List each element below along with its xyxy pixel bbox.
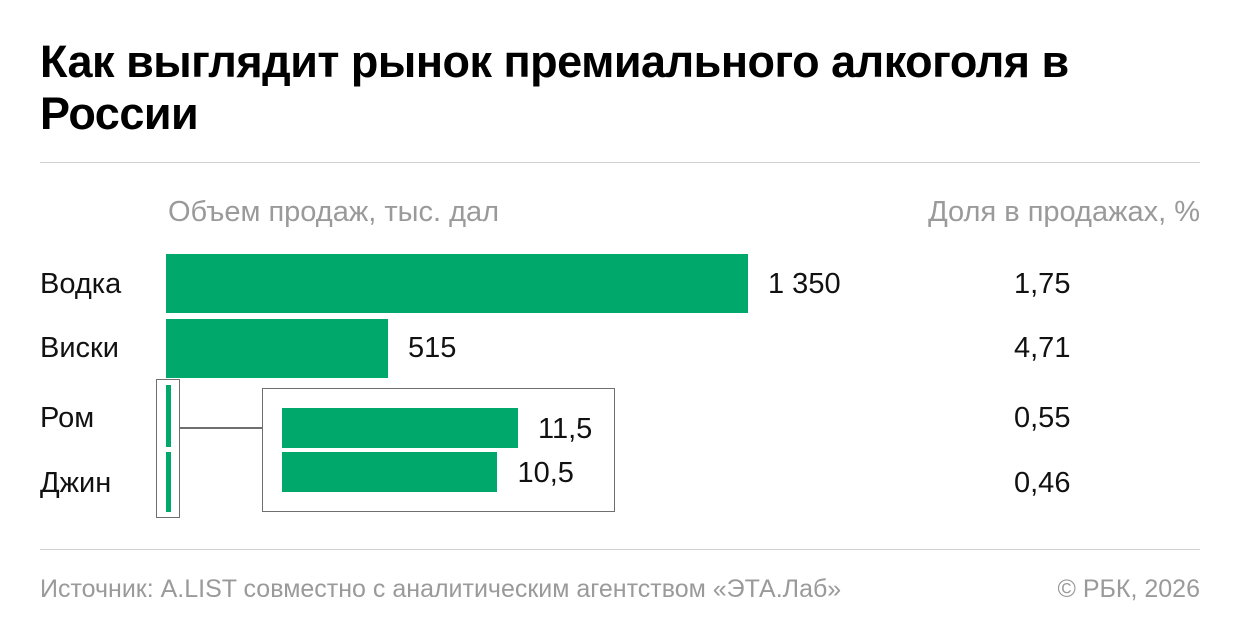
inset-bar-gin — [282, 452, 498, 492]
inset-value-label-rum: 11,5 — [538, 413, 593, 445]
inset-connector-line — [180, 427, 263, 429]
share-value-vodka: 1,75 — [1014, 268, 1071, 300]
category-label-whisky: Виски — [40, 332, 119, 364]
value-label-vodka: 1 350 — [768, 268, 841, 300]
volume-column-header: Объем продаж, тыс. дал — [168, 196, 500, 228]
inset-bar-rum — [282, 408, 518, 448]
bar-vodka — [166, 254, 748, 313]
share-value-whisky: 4,71 — [1014, 332, 1071, 364]
bar-gin — [166, 452, 171, 512]
bar-whisky — [166, 319, 389, 378]
inset-value-label-gin: 10,5 — [517, 457, 574, 489]
share-value-gin: 0,46 — [1014, 467, 1071, 499]
top-divider — [40, 162, 1200, 163]
copyright-note: © РБК, 2026 — [1057, 575, 1200, 603]
share-value-rum: 0,55 — [1014, 402, 1071, 434]
category-label-vodka: Водка — [40, 268, 122, 300]
category-label-gin: Джин — [40, 467, 112, 499]
inset-zoom-frame — [262, 388, 615, 512]
share-column-header: Доля в продажах, % — [928, 196, 1200, 228]
chart-title: Как выглядит рынок премиального алкоголя… — [40, 36, 1069, 139]
bottom-divider — [40, 549, 1200, 550]
source-note: Источник: A.LIST совместно с аналитическ… — [40, 575, 842, 603]
category-label-rum: Ром — [40, 402, 95, 434]
small-bars-highlight-frame — [156, 379, 180, 518]
bar-rum — [166, 385, 171, 447]
value-label-whisky: 515 — [408, 332, 457, 364]
